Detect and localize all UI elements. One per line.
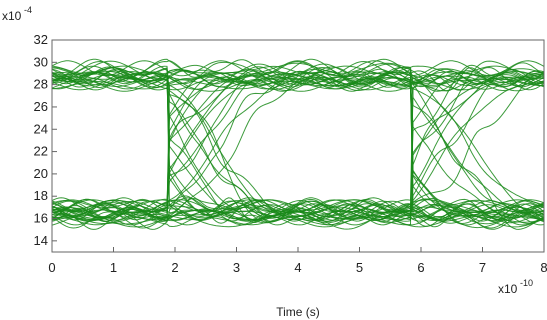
x-multiplier-base: x10 xyxy=(498,282,518,296)
eye-trace xyxy=(52,74,544,219)
x-axis-title: Time (s) xyxy=(276,305,320,319)
x-tick-label: 2 xyxy=(171,260,178,275)
eye-trace xyxy=(52,60,544,230)
x-tick-label: 0 xyxy=(48,260,55,275)
x-tick-label: 7 xyxy=(479,260,486,275)
eye-trace xyxy=(52,67,544,222)
y-tick-label: 32 xyxy=(34,32,48,47)
eye-trace xyxy=(52,197,544,223)
y-tick-label: 24 xyxy=(34,121,48,136)
eye-trace xyxy=(52,66,544,218)
eye-trace xyxy=(52,72,544,214)
x-tick-label: 1 xyxy=(110,260,117,275)
y-multiplier-exponent: -4 xyxy=(24,5,32,15)
eye-trace xyxy=(52,58,544,230)
eye-trace xyxy=(52,60,544,77)
x-tick-label: 5 xyxy=(356,260,363,275)
tick-group: 0 1 2 3 4 5 6 7 8 14 16 18 20 22 24 26 28 30 32 xyxy=(34,32,547,275)
eye-trace xyxy=(52,79,544,223)
y-tick-label: 16 xyxy=(34,211,48,226)
y-tick-label: 22 xyxy=(34,144,48,159)
y-tick-label: 28 xyxy=(34,77,48,92)
eye-trace xyxy=(52,75,544,213)
plot-frame xyxy=(51,39,545,253)
eye-trace xyxy=(52,80,544,221)
y-tick-label: 18 xyxy=(34,188,48,203)
y-tick-label: 20 xyxy=(34,166,48,181)
eye-trace xyxy=(52,74,544,221)
trace-group xyxy=(52,58,544,230)
eye-trace xyxy=(52,70,544,211)
y-tick-label: 30 xyxy=(34,54,48,69)
x-tick-label: 8 xyxy=(540,260,547,275)
x-multiplier-exponent: -10 xyxy=(520,278,533,288)
eye-trace xyxy=(52,70,544,85)
x-tick-label: 6 xyxy=(417,260,424,275)
eye-trace xyxy=(52,215,544,226)
eye-trace xyxy=(52,77,544,225)
y-tick-label: 14 xyxy=(34,233,48,248)
y-multiplier-base: x10 xyxy=(2,9,22,23)
x-tick-label: 4 xyxy=(294,260,301,275)
x-tick-label: 3 xyxy=(233,260,240,275)
eye-trace xyxy=(52,62,544,211)
y-tick-label: 26 xyxy=(34,99,48,114)
